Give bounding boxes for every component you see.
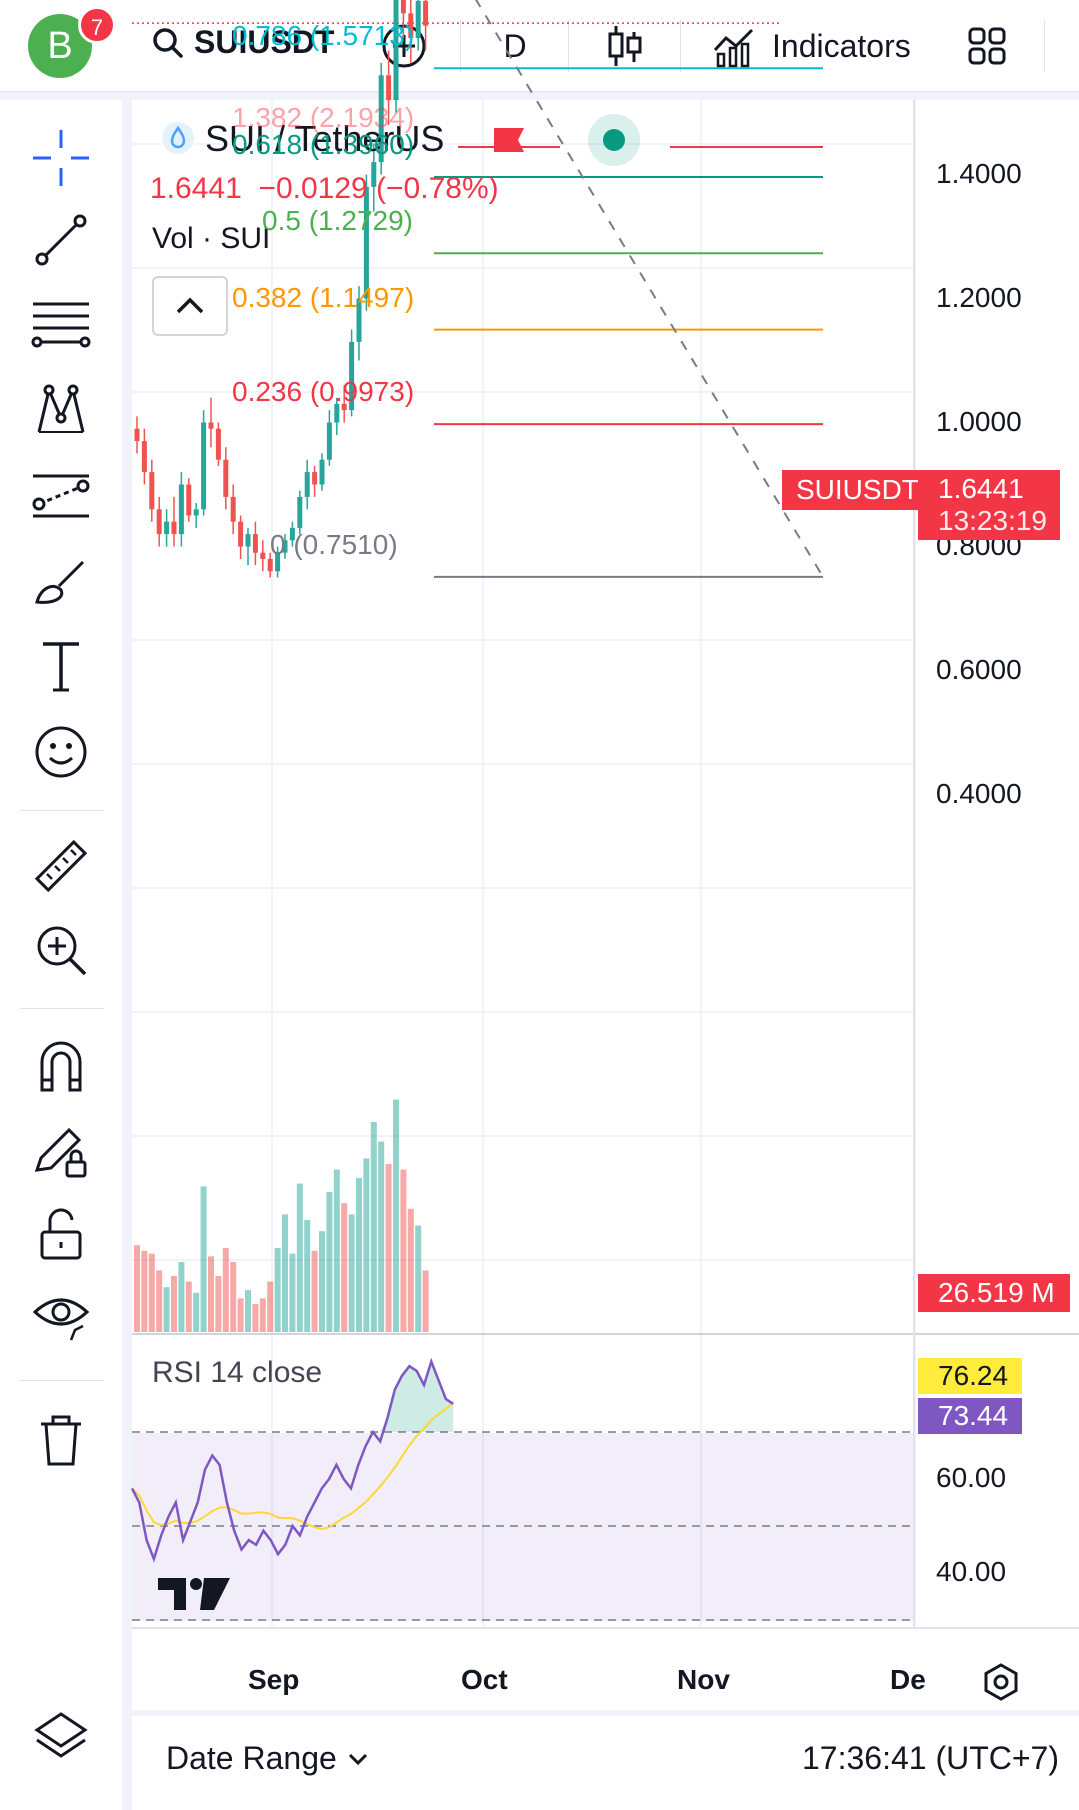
brush-tool[interactable] (26, 552, 96, 612)
price-change: −0.0129 (−0.78%) (258, 172, 499, 205)
time-tick-label: Oct (461, 1664, 508, 1695)
time-tick-label: De (890, 1664, 926, 1695)
price-tick-label: 0.4000 (936, 777, 1022, 809)
fib-level-label: 0.5 (1.2729) (262, 205, 413, 237)
interval-button[interactable]: D (490, 20, 540, 72)
magnet-tool[interactable] (26, 1036, 96, 1096)
indicators-label: Indicators (772, 27, 911, 64)
fib-retracement-tool[interactable] (26, 294, 96, 354)
date-range-button[interactable]: Date Range (166, 1740, 369, 1777)
lock-drawings-tool[interactable] (26, 1120, 96, 1180)
volume-legend[interactable]: Vol · SUI (152, 222, 271, 255)
forecast-icon (32, 474, 90, 518)
smiley-icon (35, 726, 87, 778)
crosshair-icon (33, 130, 89, 186)
symbol-label: SUIUSDT (194, 24, 335, 60)
zoom-in-icon (37, 926, 87, 976)
symbol-price-tag: SUIUSDT (782, 470, 933, 510)
layers-icon (34, 1712, 88, 1758)
time-tick-label: Nov (677, 1664, 730, 1695)
interval-label: D (503, 27, 527, 64)
top-toolbar: B 7 SUIUSDT D Indicators (0, 0, 1079, 92)
emoji-tool[interactable] (26, 722, 96, 782)
eye-icon (32, 1298, 90, 1341)
tradingview-logo[interactable] (156, 1574, 232, 1619)
chevron-down-icon (348, 1753, 367, 1765)
fib-level-label: 1.382 (2.1934) (232, 102, 415, 133)
rsi-value-tag: 76.24 (918, 1358, 1022, 1394)
indicators-button[interactable]: Indicators (712, 20, 922, 72)
layouts-button[interactable] (962, 20, 1012, 72)
volume-tag: 26.519 M (918, 1274, 1070, 1312)
bottom-toolbar (132, 1716, 1079, 1810)
fib-level-label: 0.236 (0.9973) (232, 376, 415, 408)
magnet-icon (40, 1041, 82, 1092)
price-tick-label: 1.2000 (936, 281, 1022, 313)
ruler-icon (34, 839, 88, 893)
date-range-label: Date Range (166, 1740, 337, 1776)
rsi-ma-value-tag: 73.44 (918, 1398, 1022, 1434)
price-tick-label: 0.6000 (936, 653, 1022, 685)
remove-drawings-tool[interactable] (26, 1410, 96, 1470)
rsi-tick-label: 40.00 (936, 1556, 1007, 1587)
measure-tool[interactable] (26, 836, 96, 896)
rsi-tick-label: 60.00 (936, 1462, 1007, 1493)
pencil-lock-icon (34, 1127, 87, 1178)
price-tick-label: 1.0000 (936, 405, 1022, 437)
last-price-tag-value: 1.6441 (938, 473, 1024, 504)
drawing-toolbar (0, 100, 122, 1810)
price-readout: 1.6441 −0.0129 (−0.78%) (150, 172, 499, 206)
gear-icon (984, 1663, 1018, 1701)
unlock-icon (40, 1208, 82, 1260)
bar-countdown: 13:23:19 (938, 505, 1047, 536)
last-price-tag: 1.6441 13:23:19 (918, 470, 1060, 540)
timezone-clock[interactable]: 17:36:41 (UTC+7) (801, 1740, 1059, 1776)
grid-icon (968, 27, 1006, 65)
time-tick-label: Sep (248, 1664, 300, 1695)
chevron-up-icon (176, 297, 204, 314)
symbol-title[interactable]: SUI / TetherUS (205, 118, 445, 159)
fib-level-label: 0.618 (1.3960) (232, 128, 415, 160)
object-tree-tool[interactable] (26, 1706, 96, 1766)
zoom-in-tool[interactable] (26, 920, 96, 980)
fib-level-label: 0.382 (1.1497) (232, 281, 415, 313)
crosshair-tool[interactable] (26, 128, 96, 188)
notification-badge: 7 (78, 6, 116, 44)
xabcd-pattern-icon (37, 384, 85, 433)
chart-settings-button[interactable] (976, 1660, 1026, 1704)
trend-line-icon (35, 214, 87, 266)
candlestick-icon (608, 26, 642, 66)
chart-type-button[interactable] (600, 20, 650, 72)
alert-handle[interactable] (588, 114, 640, 166)
text-icon (43, 642, 79, 692)
last-price: 1.6441 (150, 172, 242, 205)
search-icon (153, 27, 183, 58)
lock-all-tool[interactable] (26, 1204, 96, 1264)
fib-level-label: 0.786 (1.5713) (232, 20, 415, 52)
text-tool[interactable] (26, 636, 96, 696)
fib-lines-icon (31, 302, 91, 348)
trend-line-tool[interactable] (26, 210, 96, 270)
prediction-tool[interactable] (26, 466, 96, 526)
rsi-legend[interactable]: RSI 14 close (152, 1356, 323, 1389)
fib-level-label: 0 (0.7510) (270, 528, 398, 560)
hide-drawings-tool[interactable] (26, 1286, 96, 1346)
price-tick-label: 1.4000 (936, 157, 1022, 189)
symbol-search-button[interactable]: SUIUSDT (150, 24, 334, 61)
sui-logo-icon (160, 120, 196, 156)
pattern-tool[interactable] (26, 380, 96, 440)
collapse-legend-button[interactable] (152, 276, 228, 336)
brush-icon (35, 560, 85, 604)
trash-icon (41, 1415, 81, 1466)
indicators-icon (713, 28, 754, 68)
